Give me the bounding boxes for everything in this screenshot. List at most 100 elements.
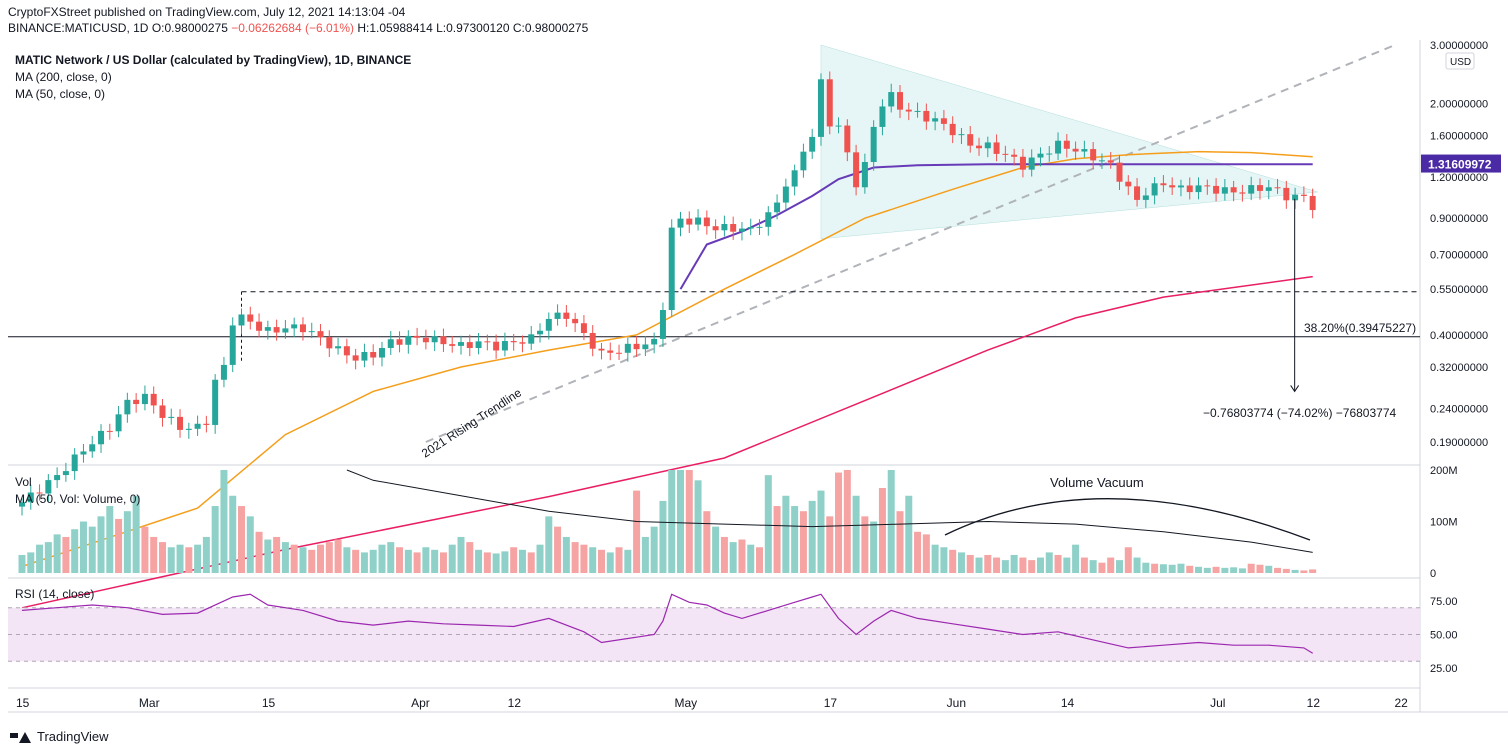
tradingview-brand: TradingView bbox=[37, 729, 109, 744]
volume-bar bbox=[1265, 565, 1273, 573]
volume-bar bbox=[255, 531, 263, 573]
legend-ma200[interactable]: MA (200, close, 0) bbox=[15, 70, 112, 84]
volume-bar bbox=[641, 536, 649, 573]
candle-body bbox=[1221, 187, 1228, 194]
currency-label: USD bbox=[1450, 57, 1471, 68]
volume-bar bbox=[782, 495, 790, 573]
candle-body bbox=[1213, 185, 1220, 194]
volume-bar bbox=[290, 544, 298, 573]
volume-bar bbox=[1001, 560, 1009, 573]
candle-body bbox=[1019, 156, 1026, 170]
ma-purple-line bbox=[679, 163, 1313, 290]
volume-bar bbox=[615, 547, 623, 573]
legend-rsi[interactable]: RSI (14, close) bbox=[15, 587, 95, 601]
time-tick-label: 12 bbox=[508, 696, 522, 710]
candle-body bbox=[449, 344, 456, 346]
ma200-line bbox=[21, 275, 1313, 609]
candle-body bbox=[730, 223, 737, 232]
volume-bar bbox=[1072, 544, 1080, 573]
volume-bar bbox=[1230, 567, 1238, 573]
volume-bar bbox=[1036, 557, 1044, 573]
volume-bar bbox=[27, 552, 35, 573]
volume-bar bbox=[1133, 557, 1141, 573]
time-tick-label: 17 bbox=[824, 696, 838, 710]
volume-bar bbox=[62, 536, 70, 573]
candle-body bbox=[440, 336, 447, 345]
candle-body bbox=[607, 350, 614, 353]
candle-body bbox=[1274, 187, 1281, 189]
candle-body bbox=[203, 423, 210, 425]
volume-bar bbox=[720, 536, 728, 573]
candle-body bbox=[853, 152, 860, 188]
publish-info: CryptoFXStreet published on TradingView.… bbox=[8, 5, 406, 19]
volume-bar bbox=[44, 542, 52, 573]
volume-bar bbox=[896, 511, 904, 573]
candle-body bbox=[1046, 153, 1053, 155]
time-tick-label: 15 bbox=[16, 696, 30, 710]
price-tick-label: 0.24000000 bbox=[1430, 403, 1488, 415]
candle-body bbox=[642, 344, 649, 350]
volume-bar bbox=[396, 547, 404, 573]
candle-body bbox=[458, 342, 464, 346]
candle-body bbox=[168, 416, 175, 418]
candle-body bbox=[106, 430, 113, 432]
volume-bar bbox=[571, 542, 579, 573]
volume-bar bbox=[1300, 570, 1308, 573]
volume-bar bbox=[413, 552, 421, 573]
candle-body bbox=[396, 339, 403, 345]
candle-body bbox=[510, 341, 517, 343]
candle-body bbox=[651, 338, 658, 345]
candle-body bbox=[80, 451, 87, 455]
candle-body bbox=[519, 342, 526, 344]
volume-bar bbox=[949, 549, 957, 573]
candle-body bbox=[747, 226, 754, 229]
volume-bar bbox=[597, 549, 605, 573]
candle-body bbox=[484, 341, 491, 343]
volume-bar bbox=[53, 534, 61, 573]
volume-bar bbox=[1186, 565, 1194, 573]
candle-body bbox=[835, 125, 842, 127]
legend-ma50[interactable]: MA (50, close, 0) bbox=[15, 87, 106, 101]
volume-bar bbox=[36, 544, 44, 573]
candle-body bbox=[150, 393, 157, 406]
rsi-tick-label: 75.00 bbox=[1430, 596, 1458, 608]
candle-body bbox=[378, 347, 385, 358]
volume-bar bbox=[940, 547, 948, 573]
tradingview-footer[interactable]: TradingView bbox=[10, 729, 109, 744]
volume-bar bbox=[931, 544, 939, 573]
candle-body bbox=[36, 492, 43, 494]
measured-move-label: −0.76803774 (−74.02%) −76803774 bbox=[1203, 406, 1396, 420]
candle-body bbox=[879, 106, 886, 127]
candle-body bbox=[580, 323, 587, 334]
volume-bar bbox=[764, 475, 772, 573]
candle-body bbox=[27, 492, 34, 503]
legend-vol-ma[interactable]: MA (50, Vol: Volume, 0) bbox=[15, 492, 141, 506]
close-label: C: bbox=[512, 21, 525, 35]
volume-bar bbox=[791, 506, 799, 573]
candle-body bbox=[326, 337, 333, 349]
price-tick-label: 0.40000000 bbox=[1430, 330, 1488, 342]
open-value: 0.98000275 bbox=[164, 21, 228, 35]
candle-body bbox=[387, 339, 394, 348]
volume-bar bbox=[738, 539, 746, 573]
candle-body bbox=[1037, 153, 1044, 158]
legend-vol[interactable]: Vol bbox=[15, 475, 32, 489]
candle-body bbox=[1072, 148, 1079, 152]
candle-body bbox=[256, 321, 263, 331]
price-tick-label: 3.00000000 bbox=[1430, 40, 1488, 52]
candle-body bbox=[1151, 183, 1158, 196]
candle-body bbox=[712, 226, 719, 231]
time-tick-label: May bbox=[675, 696, 698, 710]
low-value: 0.97300120 bbox=[446, 21, 510, 35]
candle-body bbox=[141, 393, 148, 405]
volume-bar bbox=[659, 500, 667, 573]
candle-body bbox=[1300, 194, 1307, 196]
candle-body bbox=[422, 337, 429, 343]
candle-body bbox=[405, 335, 412, 345]
volume-bar bbox=[88, 526, 96, 573]
volume-bar bbox=[387, 542, 395, 573]
candle-body bbox=[1011, 154, 1018, 157]
volume-bar bbox=[835, 472, 843, 573]
volume-bar bbox=[878, 488, 886, 573]
